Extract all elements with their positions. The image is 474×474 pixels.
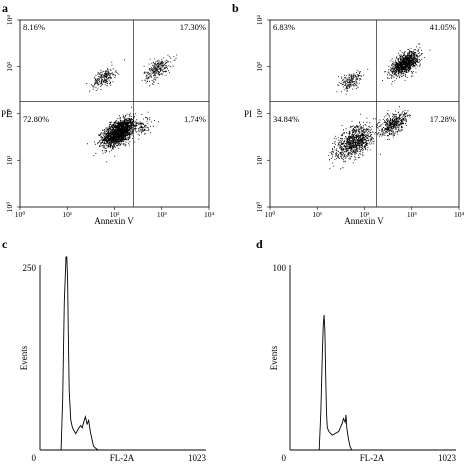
x-tick-label: 10³ — [407, 210, 418, 219]
x-tick-max-c: 1023 — [188, 453, 207, 463]
y-tick-label: 10¹ — [255, 155, 264, 165]
y-tick-max-c: 250 — [23, 263, 37, 273]
y-tick-label: 10¹ — [5, 155, 14, 165]
x-tick-label: 10⁴ — [204, 210, 215, 219]
y-axis-label-a: PI — [1, 109, 9, 119]
quadrant-lr-a: 1.74% — [184, 114, 206, 124]
y-tick-0-c: 0 — [32, 453, 37, 463]
x-tick-label: 10⁰ — [265, 210, 276, 219]
histogram-trace-c — [60, 256, 122, 451]
histogram-trace-d — [318, 314, 372, 451]
x-tick-label: 10⁴ — [454, 210, 465, 219]
dotplot-b: 6.83% 41.05% 34.84% 17.28% PI Annexin V … — [244, 15, 464, 226]
histogram-c: 250 0 1023 FL-2A Events — [19, 256, 207, 463]
y-tick-label: 10² — [255, 108, 264, 119]
y-tick-label: 10⁰ — [255, 202, 264, 213]
panel-label-c: c — [2, 237, 8, 251]
quadrant-ur-b: 41.05% — [430, 22, 456, 32]
axis-ticks-a: 10⁰ 10¹ 10² 10³ 10⁴ 10⁰ 10¹ 10² 10³ 10⁴ — [5, 15, 214, 219]
quadrant-ul-b: 6.83% — [273, 22, 295, 32]
dot-cloud-a — [86, 54, 178, 163]
x-tick-label: 10¹ — [62, 210, 72, 219]
y-tick-label: 10³ — [5, 61, 14, 72]
y-tick-label: 10⁰ — [5, 202, 14, 213]
quadrant-ul-a: 8.16% — [23, 22, 45, 32]
dot-cloud-b — [328, 43, 431, 170]
y-tick-label: 10² — [5, 108, 14, 119]
histogram-d: 100 0 1023 FL-2A Events — [269, 263, 457, 463]
dotplot-a: 8.16% 17.30% 72.80% 1.74% PI Annexin V 1… — [1, 15, 214, 226]
x-axis-label-d: FL-2A — [360, 453, 385, 463]
quadrant-ll-a: 72.80% — [23, 114, 49, 124]
panel-label-b: b — [232, 1, 239, 15]
x-axis-label-c: FL-2A — [110, 453, 135, 463]
panel-label-d: d — [256, 237, 263, 251]
x-tick-label: 10¹ — [312, 210, 322, 219]
event-dots — [328, 43, 431, 170]
y-tick-label: 10³ — [255, 61, 264, 72]
y-tick-0-d: 0 — [282, 453, 287, 463]
quadrant-ur-a: 17.30% — [180, 22, 206, 32]
y-axis-label-b: PI — [244, 109, 252, 119]
x-tick-label: 10² — [360, 210, 371, 219]
y-tick-label: 10⁴ — [5, 15, 14, 26]
y-tick-max-d: 100 — [273, 263, 287, 273]
x-axis-label-a: Annexin V — [94, 216, 134, 226]
x-tick-label: 10² — [110, 210, 121, 219]
panel-label-a: a — [2, 1, 8, 15]
x-axis-label-b: Annexin V — [344, 216, 384, 226]
y-tick-label: 10⁴ — [255, 15, 264, 26]
x-tick-max-d: 1023 — [438, 453, 457, 463]
event-dots — [86, 54, 178, 163]
x-tick-label: 10³ — [157, 210, 168, 219]
x-tick-label: 10⁰ — [15, 210, 26, 219]
axis-ticks-b: 10⁰ 10¹ 10² 10³ 10⁴ 10⁰ 10¹ 10² 10³ 10⁴ — [255, 15, 464, 219]
quadrant-ll-b: 34.84% — [273, 114, 299, 124]
y-axis-label-d: Events — [269, 345, 279, 370]
y-axis-label-c: Events — [19, 345, 29, 370]
quadrant-lr-b: 17.28% — [430, 114, 456, 124]
